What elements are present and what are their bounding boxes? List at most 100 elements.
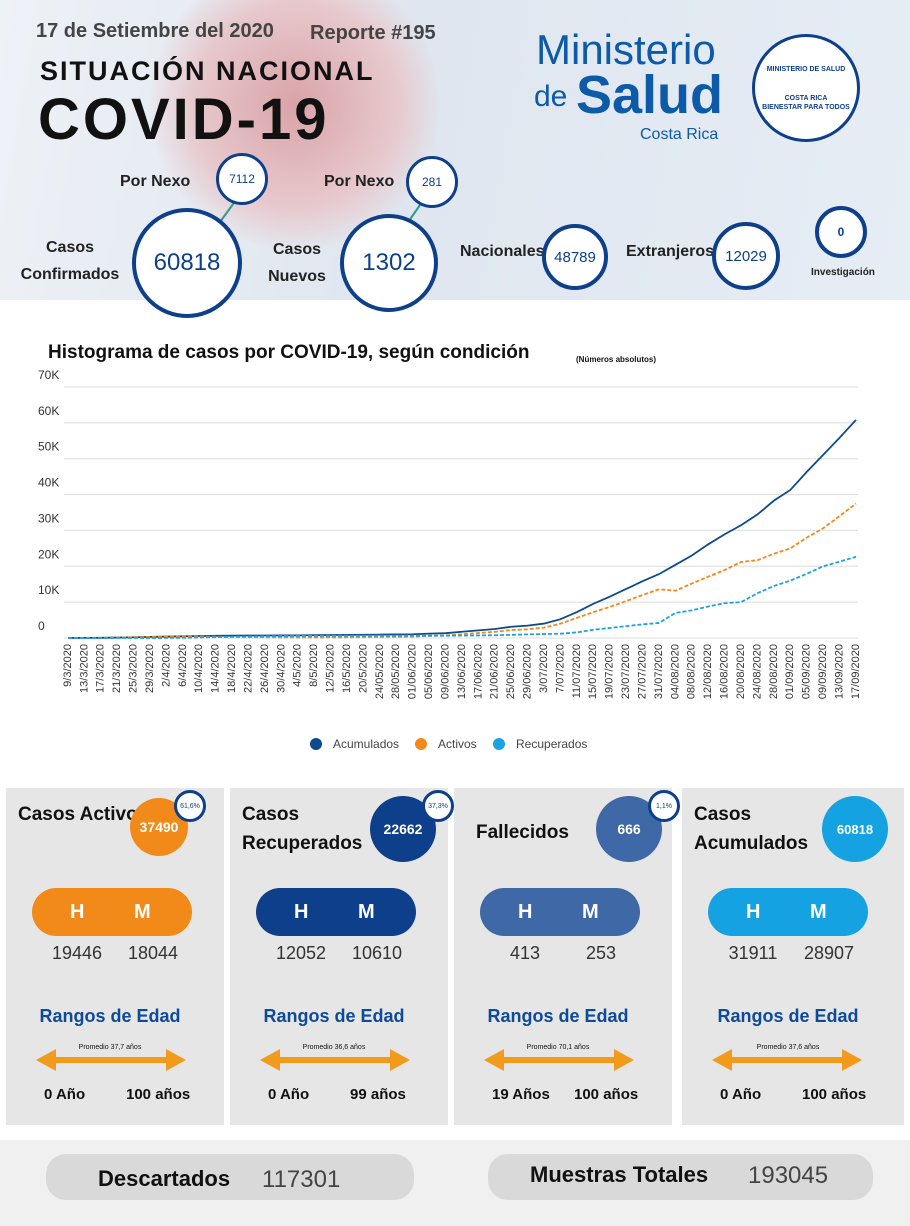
h-label: H bbox=[294, 901, 309, 923]
x-tick-label: 24/08/2020 bbox=[751, 644, 763, 699]
legend-swatch bbox=[310, 738, 322, 750]
x-tick-label: 31/07/2020 bbox=[653, 644, 665, 699]
investigation-label: Investigación bbox=[811, 267, 875, 278]
card-title: Fallecidos bbox=[476, 822, 569, 843]
series-line bbox=[68, 555, 857, 639]
x-tick-label: 18/4/2020 bbox=[226, 644, 238, 693]
card-value: 60818 bbox=[822, 796, 888, 862]
seal: MINISTERIO DE SALUD COSTA RICA BIENESTAR… bbox=[752, 34, 860, 142]
age-max: 99 años bbox=[350, 1086, 406, 1103]
x-tick-label: 28/05/2020 bbox=[390, 644, 402, 699]
x-tick-label: 16/5/2020 bbox=[341, 644, 353, 693]
logo-line2b: Salud bbox=[576, 65, 724, 125]
h-label: H bbox=[746, 901, 761, 923]
logo-line1: Ministerio bbox=[536, 26, 716, 73]
h-value: 19446 bbox=[51, 943, 103, 963]
confirmed-label: Casos Confirmados bbox=[20, 239, 120, 283]
seal-bottom: BIENESTAR PARA TODOS bbox=[762, 103, 850, 111]
x-tick-label: 6/4/2020 bbox=[177, 644, 189, 687]
h-value: 31911 bbox=[728, 943, 778, 963]
x-tick-label: 2/4/2020 bbox=[160, 644, 172, 687]
age-title: Rangos de Edad bbox=[487, 1006, 629, 1026]
age-avg: Promedio 36,6 años bbox=[302, 1044, 366, 1051]
discarded-value: 117301 bbox=[262, 1166, 341, 1193]
x-tick-label: 25/06/2020 bbox=[505, 644, 517, 699]
seal-mid: COSTA RICA bbox=[784, 94, 828, 102]
age-title: Rangos de Edad bbox=[263, 1006, 405, 1026]
nexo2-value: 281 bbox=[406, 156, 458, 208]
foreign-value: 12029 bbox=[712, 222, 780, 290]
confirmed-value: 60818 bbox=[132, 208, 242, 318]
m-label: M bbox=[810, 901, 827, 923]
x-tick-label: 23/07/2020 bbox=[620, 644, 632, 699]
m-value: 28907 bbox=[803, 943, 855, 963]
card-title: Casos Recuperados bbox=[242, 804, 363, 854]
x-tick-label: 17/09/2020 bbox=[850, 644, 862, 699]
y-tick-label: 20K bbox=[38, 547, 59, 561]
x-tick-label: 20/08/2020 bbox=[735, 644, 747, 699]
x-tick-label: 3/07/2020 bbox=[538, 644, 550, 693]
x-tick-label: 21/06/2020 bbox=[489, 644, 501, 699]
x-tick-label: 09/09/2020 bbox=[817, 644, 829, 699]
card: Casos Activos 37490 61,6% H M 19446 18044 Rango… bbox=[6, 788, 224, 1125]
x-tick-label: 17/3/2020 bbox=[95, 644, 107, 693]
x-tick-label: 16/08/2020 bbox=[719, 644, 731, 699]
subtitle: SITUACIÓN NACIONAL bbox=[40, 56, 375, 86]
nexo1-value: 7112 bbox=[216, 153, 268, 205]
x-tick-label: 29/06/2020 bbox=[522, 644, 534, 699]
x-tick-label: 05/06/2020 bbox=[423, 644, 435, 699]
samples-label: Muestras Totales bbox=[530, 1162, 709, 1187]
chart-title: Histograma de casos por COVID-19, según … bbox=[48, 342, 529, 363]
age-max: 100 años bbox=[802, 1086, 867, 1103]
header: 17 de Setiembre del 2020 Reporte #195 SI… bbox=[0, 0, 910, 318]
legend-label: Recuperados bbox=[516, 737, 587, 751]
x-tick-label: 30/4/2020 bbox=[275, 644, 287, 693]
x-tick-label: 25/3/2020 bbox=[128, 644, 140, 693]
x-tick-label: 08/08/2020 bbox=[686, 644, 698, 699]
x-tick-label: 04/08/2020 bbox=[669, 644, 681, 699]
title: COVID-19 bbox=[38, 87, 330, 152]
legend-label: Acumulados bbox=[333, 737, 399, 751]
card-title: Casos Activos bbox=[18, 804, 149, 825]
m-value: 253 bbox=[585, 943, 617, 963]
x-tick-label: 13/06/2020 bbox=[456, 644, 468, 699]
legend-label: Activos bbox=[438, 737, 477, 751]
m-value: 10610 bbox=[351, 943, 403, 963]
y-tick-label: 30K bbox=[38, 511, 59, 525]
series-line bbox=[67, 502, 857, 639]
age-min: 19 Años bbox=[492, 1086, 550, 1103]
card-title: Casos Acumulados bbox=[694, 804, 809, 854]
report: Reporte #195 bbox=[310, 22, 436, 44]
samples-pill: Muestras Totales 193045 bbox=[488, 1154, 873, 1200]
foreign-label: Extranjeros bbox=[626, 243, 715, 260]
age-title: Rangos de Edad bbox=[39, 1006, 181, 1026]
x-tick-label: 9/3/2020 bbox=[62, 644, 74, 687]
m-label: M bbox=[134, 901, 151, 923]
h-label: H bbox=[70, 901, 85, 923]
age-max: 100 años bbox=[126, 1086, 191, 1103]
date: 17 de Setiembre del 2020 bbox=[36, 20, 274, 42]
national-label: Nacionales bbox=[460, 243, 545, 260]
age-arrow bbox=[712, 1049, 862, 1071]
samples-value: 193045 bbox=[748, 1162, 829, 1189]
new-label: Casos Nuevos bbox=[268, 241, 326, 285]
x-tick-label: 7/07/2020 bbox=[554, 644, 566, 693]
h-value: 413 bbox=[509, 943, 541, 963]
x-tick-label: 17/06/2020 bbox=[472, 644, 484, 699]
x-tick-label: 8/5/2020 bbox=[308, 644, 320, 687]
legend-swatch bbox=[493, 738, 505, 750]
age-min: 0 Año bbox=[720, 1086, 762, 1103]
x-tick-label: 19/07/2020 bbox=[604, 644, 616, 699]
y-tick-label: 60K bbox=[38, 404, 59, 418]
x-tick-label: 14/4/2020 bbox=[210, 644, 222, 693]
age-arrow bbox=[260, 1049, 410, 1071]
age-title: Rangos de Edad bbox=[717, 1006, 859, 1026]
y-tick-label: 10K bbox=[38, 583, 59, 597]
age-arrow bbox=[36, 1049, 186, 1071]
y-tick-label: 70K bbox=[38, 368, 59, 382]
h-value: 12052 bbox=[275, 943, 327, 963]
investigation-value: 0 bbox=[815, 206, 867, 258]
